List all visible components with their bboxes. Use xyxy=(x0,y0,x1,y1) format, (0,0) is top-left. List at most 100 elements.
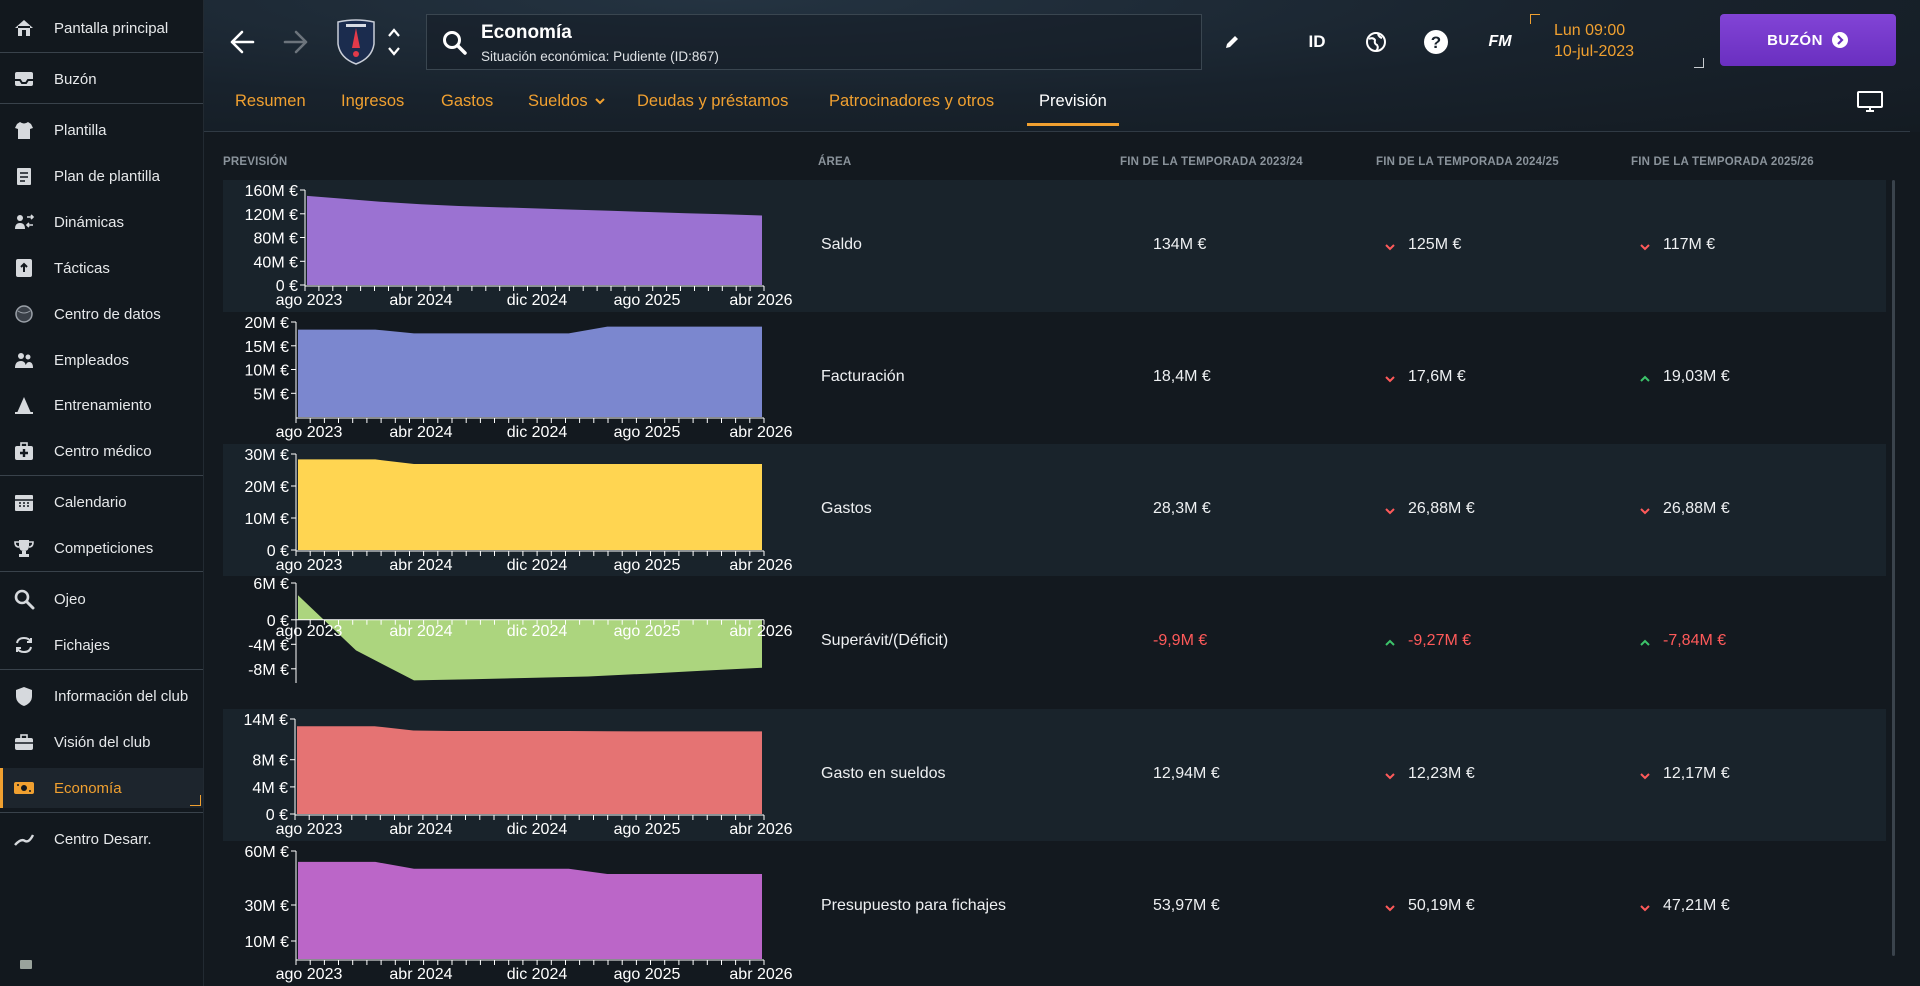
chart-area-series xyxy=(298,595,762,681)
chart-x-tick-label: abr 2026 xyxy=(729,821,792,838)
sidebar-item-centro-desarr[interactable]: Centro Desarr. xyxy=(0,819,203,859)
chart-y-tick-label: 4M € xyxy=(252,780,288,797)
table-row[interactable]: 30M € 20M € 10M € 0 € ago 2023 abr 2024 dic 20… xyxy=(223,444,1886,576)
area-label: Facturación xyxy=(821,368,905,385)
chart-x-tick-label: ago 2023 xyxy=(276,424,343,441)
briefcase-icon xyxy=(13,731,35,753)
table-row[interactable]: 60M € 30M € 10M € ago 2023 abr 2024 dic 2024 a… xyxy=(223,841,1886,983)
chart-area-series xyxy=(298,861,762,959)
table-row[interactable]: 14M € 8M € 4M € 0 € ago 2023 abr 2024 dic 2024… xyxy=(223,709,1886,841)
value-season-2023-24: 18,4M € xyxy=(1153,368,1211,385)
chart-area-series xyxy=(307,195,762,285)
sidebar-item-dinamicas[interactable]: Dinámicas xyxy=(0,202,203,242)
tab-resumen[interactable]: Resumen xyxy=(235,92,306,126)
sidebar-item-label: Centro Desarr. xyxy=(54,830,152,848)
transfer-arrows-icon xyxy=(13,634,35,656)
id-icon[interactable]: ID xyxy=(1308,32,1326,51)
back-arrow-icon[interactable] xyxy=(224,26,260,58)
table-row[interactable]: 6M € 0 € -4M € -8M € ago 2023 abr 2024 dic 202… xyxy=(223,576,1886,708)
inbox-continue-button[interactable]: BUZÓN xyxy=(1720,14,1896,66)
chart-y-tick-label: 0 € xyxy=(267,613,289,630)
table-row[interactable]: 160M € 120M € 80M € 40M € 0 € ago 2023 abr 202… xyxy=(223,180,1886,312)
arrow-circle-icon xyxy=(1831,32,1848,48)
chart-x-tick-label: ago 2023 xyxy=(276,292,343,309)
people-arrows-icon xyxy=(13,211,35,233)
chart-x-tick-label: ago 2025 xyxy=(614,821,681,838)
sidebar-item-label: Entrenamiento xyxy=(54,396,152,414)
data-sphere-icon xyxy=(13,303,35,325)
chart-x-tick-label: ago 2025 xyxy=(614,966,681,983)
chart-x-tick-label: abr 2024 xyxy=(389,966,452,983)
date-time-display[interactable]: Lun 09:00 10-jul-2023 xyxy=(1530,12,1704,68)
tab-label: Sueldos xyxy=(528,92,588,110)
calendar-icon xyxy=(13,491,35,513)
home-icon xyxy=(13,17,35,39)
current-time: Lun 09:00 xyxy=(1554,22,1626,39)
value-season-2023-24: 134M € xyxy=(1153,236,1207,253)
sidebar-item-label: Pantalla principal xyxy=(54,19,169,37)
column-header-area[interactable]: ÁREA xyxy=(818,156,852,168)
sidebar-item-competiciones[interactable]: Competiciones xyxy=(0,528,203,568)
sidebar-item-entrenamiento[interactable]: Entrenamiento xyxy=(0,385,203,425)
sidebar-item-tacticas[interactable]: Tácticas xyxy=(0,248,203,288)
sidebar-item-centro-medico[interactable]: Centro médico xyxy=(0,431,203,471)
chart-y-tick-label: 10M € xyxy=(245,934,290,951)
search-bar[interactable]: Economía Situación económica: Pudiente (… xyxy=(426,14,1202,70)
sidebar-item-empleados[interactable]: Empleados xyxy=(0,340,203,380)
value-season-2025-26: 12,17M € xyxy=(1663,765,1730,782)
table-row[interactable]: 20M € 15M € 10M € 5M € ago 2023 abr 2024 dic 2… xyxy=(223,312,1886,444)
screen-layout-icon[interactable] xyxy=(1854,88,1886,116)
column-header-season-2024-25[interactable]: FIN DE LA TEMPORADA 2024/25 xyxy=(1376,156,1559,168)
chart-x-tick-label: abr 2026 xyxy=(729,966,792,983)
forward-arrow-icon[interactable] xyxy=(278,26,314,58)
chart-x-tick-label: dic 2024 xyxy=(507,557,568,574)
globe-icon[interactable] xyxy=(1360,26,1392,58)
club-crest-icon[interactable] xyxy=(334,18,378,66)
tab-prevision[interactable]: Previsión xyxy=(1027,92,1119,126)
tab-gastos[interactable]: Gastos xyxy=(441,92,493,126)
chart-y-tick-label: -8M € xyxy=(248,662,289,679)
chart-y-tick-label: 40M € xyxy=(254,254,299,271)
tab-label: Ingresos xyxy=(341,92,405,110)
sidebar-item-fichajes[interactable]: Fichajes xyxy=(0,625,203,665)
vertical-scrollbar[interactable] xyxy=(1892,180,1895,956)
corner-decoration xyxy=(1530,14,1540,24)
shield-icon xyxy=(13,685,35,707)
chevron-up-icon[interactable] xyxy=(382,24,406,42)
chart-x-tick-label: ago 2025 xyxy=(614,292,681,309)
sidebar-item-economia[interactable]: Economía xyxy=(0,768,203,808)
sidebar-item-plantilla[interactable]: Plantilla xyxy=(0,110,203,150)
sidebar-item-centro-de-datos[interactable]: Centro de datos xyxy=(0,294,203,334)
tab-patrocinadores-y-otros[interactable]: Patrocinadores y otros xyxy=(829,92,994,126)
tab-label: Deudas y préstamos xyxy=(637,92,789,110)
tab-sueldos[interactable]: Sueldos xyxy=(528,92,606,126)
forecast-chart: 14M € 8M € 4M € 0 €ago 2023 abr 2024 dic 2024… xyxy=(244,712,793,838)
current-date: 10-jul-2023 xyxy=(1554,43,1635,60)
help-icon[interactable]: ? xyxy=(1420,26,1452,58)
chevron-down-icon[interactable] xyxy=(382,42,406,60)
chart-x-tick-label: ago 2025 xyxy=(614,557,681,574)
sidebar-item-label: Visión del club xyxy=(54,733,151,751)
column-header-forecast[interactable]: PREVISIÓN xyxy=(223,156,288,168)
status-icon[interactable] xyxy=(20,960,32,969)
sidebar-item-informacion-del-club[interactable]: Información del club xyxy=(0,676,203,716)
chart-y-tick-label: 8M € xyxy=(252,753,288,770)
inbox-icon xyxy=(13,68,35,90)
forecast-chart: 60M € 30M € 10M € ago 2023 abr 2024 dic 2024 a… xyxy=(245,844,793,983)
sidebar-item-plan-de-plantilla[interactable]: Plan de plantilla xyxy=(0,156,203,196)
sidebar-item-calendario[interactable]: Calendario xyxy=(0,482,203,522)
fm-logo-icon[interactable]: FM xyxy=(1488,33,1512,50)
tab-deudas-y-prestamos[interactable]: Deudas y préstamos xyxy=(637,92,788,126)
value-season-2024-25: 50,19M € xyxy=(1408,897,1475,914)
corner-decoration xyxy=(1694,58,1704,68)
sidebar-item-vision-del-club[interactable]: Visión del club xyxy=(0,722,203,762)
sidebar-item-buzon[interactable]: Buzón xyxy=(0,59,203,99)
sidebar-item-pantalla-principal[interactable]: Pantalla principal xyxy=(0,8,203,48)
column-header-season-2023-24[interactable]: FIN DE LA TEMPORADA 2023/24 xyxy=(1120,156,1303,168)
sidebar-item-ojeo[interactable]: Ojeo xyxy=(0,579,203,619)
tab-label: Resumen xyxy=(235,92,306,110)
tab-ingresos[interactable]: Ingresos xyxy=(341,92,404,126)
training-cone-icon xyxy=(13,394,35,416)
column-header-season-2025-26[interactable]: FIN DE LA TEMPORADA 2025/26 xyxy=(1631,156,1814,168)
pencil-icon[interactable] xyxy=(1218,26,1246,58)
